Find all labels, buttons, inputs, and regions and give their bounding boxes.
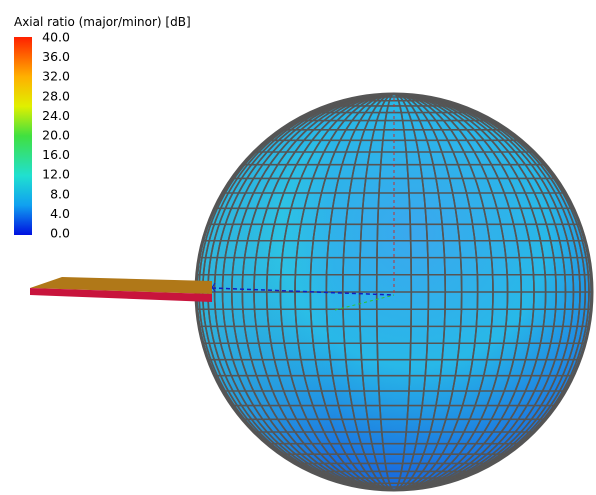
legend-label: 24.0: [42, 108, 70, 123]
legend-label: 0.0: [50, 226, 70, 241]
legend-label: 28.0: [42, 88, 70, 103]
legend-label: 8.0: [50, 186, 70, 201]
legend-label: 32.0: [42, 69, 70, 84]
color-bar: [14, 37, 32, 235]
legend-label: 36.0: [42, 49, 70, 64]
legend-label: 16.0: [42, 147, 70, 162]
legend-title: Axial ratio (major/minor) [dB]: [14, 15, 191, 29]
legend-label: 40.0: [42, 30, 70, 45]
scene: Axial ratio (major/minor) [dB] 40.0 36.0 3…: [0, 0, 596, 495]
legend-label: 20.0: [42, 128, 70, 143]
viewport: Axial ratio (major/minor) [dB] 40.0 36.0 3…: [0, 0, 596, 495]
legend-label: 12.0: [42, 167, 70, 182]
legend-label: 4.0: [50, 206, 70, 221]
